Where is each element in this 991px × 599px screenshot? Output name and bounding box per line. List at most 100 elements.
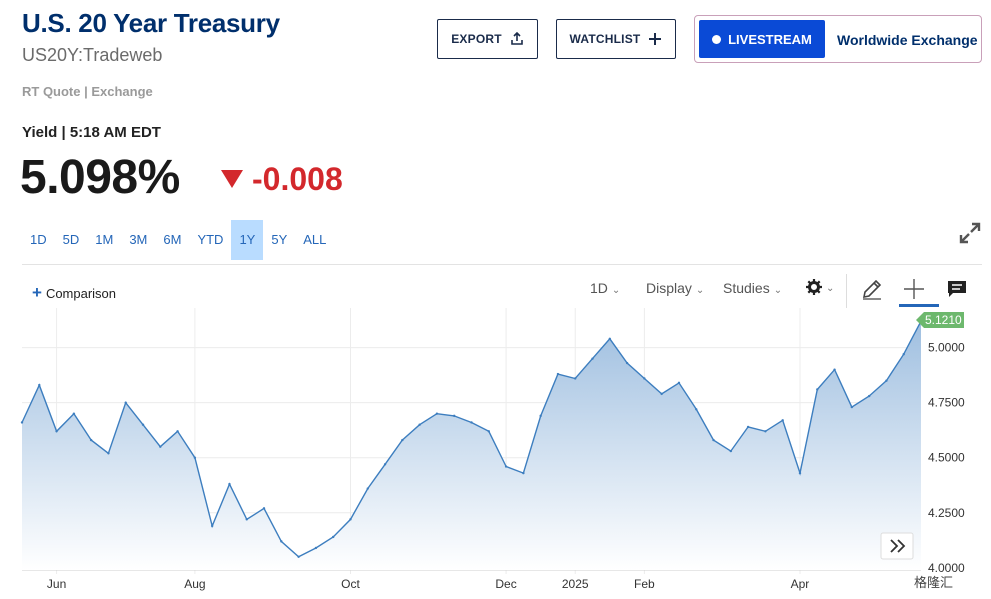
data-point: [867, 394, 871, 398]
range-1d[interactable]: 1D: [30, 232, 47, 247]
data-point: [141, 423, 145, 426]
data-point: [816, 388, 819, 391]
watchlist-label: WATCHLIST: [569, 32, 641, 46]
data-point: [331, 535, 335, 539]
section-divider: [22, 264, 982, 265]
chevron-down-icon: ⌄: [826, 283, 835, 294]
data-point: [660, 392, 663, 396]
livestream-panel: LIVESTREAM Worldwide Exchange: [694, 15, 982, 63]
data-point: [193, 456, 197, 459]
data-point: [349, 518, 352, 521]
yield-area: [22, 321, 921, 570]
y-tick-label: 4.7500: [928, 396, 965, 410]
crosshair-icon[interactable]: [900, 276, 928, 302]
studies-dropdown[interactable]: Studies ⌄: [723, 280, 782, 296]
data-point: [38, 383, 41, 387]
interval-dropdown[interactable]: 1D ⌄: [590, 280, 620, 296]
x-tick-label: Feb: [634, 577, 655, 591]
data-point: [89, 438, 93, 442]
comment-icon[interactable]: [943, 276, 971, 302]
chevron-down-icon: ⌄: [695, 285, 705, 296]
last-value-label: 5.1210: [925, 313, 962, 327]
data-point: [314, 546, 318, 550]
data-point: [539, 414, 542, 418]
page-title: U.S. 20 Year Treasury: [22, 8, 280, 38]
display-dropdown[interactable]: Display ⌄: [646, 280, 704, 296]
data-point: [850, 405, 854, 409]
down-arrow-icon: [221, 170, 243, 188]
last-value-badge: 5.1210: [916, 312, 964, 328]
livestream-label: LIVESTREAM: [728, 31, 812, 47]
range-1y[interactable]: 1Y: [231, 220, 264, 260]
symbol-subtitle: US20Y:Tradeweb: [22, 45, 163, 65]
data-point: [228, 482, 231, 486]
range-6m[interactable]: 6M: [163, 232, 182, 247]
studies-label: Studies: [723, 280, 770, 296]
time-range-selector: 1D 5D 1M 3M 6M YTD 1Y 5Y ALL: [22, 220, 334, 260]
data-point: [833, 368, 836, 371]
x-tick-label: Dec: [495, 577, 516, 591]
data-point: [902, 353, 905, 356]
live-dot-icon: [712, 34, 722, 44]
data-point: [72, 412, 76, 415]
data-point: [176, 430, 179, 433]
x-tick-label: Oct: [341, 577, 360, 591]
double-chevron-right-icon: [890, 539, 906, 553]
settings-dropdown[interactable]: ⌄: [806, 278, 835, 296]
y-tick-label: 4.5000: [928, 451, 965, 465]
range-5y[interactable]: 5Y: [271, 232, 288, 247]
watermark: 格隆汇: [914, 575, 954, 590]
range-5d[interactable]: 5D: [62, 232, 80, 247]
data-point: [366, 487, 369, 490]
expand-icon[interactable]: [957, 220, 983, 246]
data-point: [591, 357, 594, 360]
data-point: [418, 423, 421, 426]
y-tick-label: 4.0000: [928, 561, 965, 575]
data-point: [729, 449, 733, 453]
yield-timestamp: Yield | 5:18 AM EDT: [22, 124, 161, 141]
chevron-down-icon: ⌄: [611, 285, 621, 296]
range-3m[interactable]: 3M: [129, 232, 148, 247]
chevron-down-icon: ⌄: [773, 285, 783, 296]
worldwide-exchange-link[interactable]: Worldwide Exchange: [837, 32, 978, 48]
data-point: [504, 465, 508, 468]
last-price: 5.098%: [20, 151, 180, 204]
export-label: EXPORT: [451, 32, 502, 46]
scroll-right-button[interactable]: [880, 532, 914, 560]
y-tick-label: 4.2500: [928, 506, 965, 520]
data-point: [781, 419, 784, 422]
x-tick-label: Apr: [791, 577, 810, 591]
toolbar-separator: [846, 274, 847, 308]
comparison-button[interactable]: + Comparison: [32, 283, 116, 303]
data-point: [746, 425, 750, 429]
x-tick-label: Aug: [184, 577, 205, 591]
data-point: [470, 421, 473, 424]
data-point: [487, 430, 490, 433]
gear-icon: [806, 279, 822, 296]
yield-chart: 4.0000 4.2500 4.5000 4.7500 5.0000 Jun Aug Oct…: [20, 308, 965, 591]
data-point: [625, 361, 629, 365]
crosshair-active-indicator: [899, 304, 939, 307]
range-1m[interactable]: 1M: [95, 232, 114, 247]
y-tick-label: 5.0000: [928, 341, 965, 355]
range-all[interactable]: ALL: [303, 232, 327, 247]
data-point: [712, 438, 715, 442]
data-point: [677, 381, 681, 385]
data-point: [262, 507, 266, 510]
pencil-icon[interactable]: [858, 276, 886, 302]
livestream-button[interactable]: LIVESTREAM: [699, 20, 825, 58]
data-point: [643, 377, 646, 380]
data-point: [453, 414, 456, 418]
x-tick-label: Jun: [47, 577, 66, 591]
data-point: [20, 421, 24, 424]
data-point: [297, 555, 300, 558]
export-button[interactable]: EXPORT: [437, 19, 538, 59]
export-icon: [510, 32, 523, 45]
range-ytd[interactable]: YTD: [197, 232, 224, 247]
price-change: -0.008: [252, 161, 343, 197]
data-point: [608, 337, 612, 341]
data-point: [764, 430, 767, 433]
watchlist-button[interactable]: WATCHLIST: [556, 19, 676, 59]
interval-label: 1D: [590, 280, 608, 296]
data-point: [435, 412, 439, 415]
